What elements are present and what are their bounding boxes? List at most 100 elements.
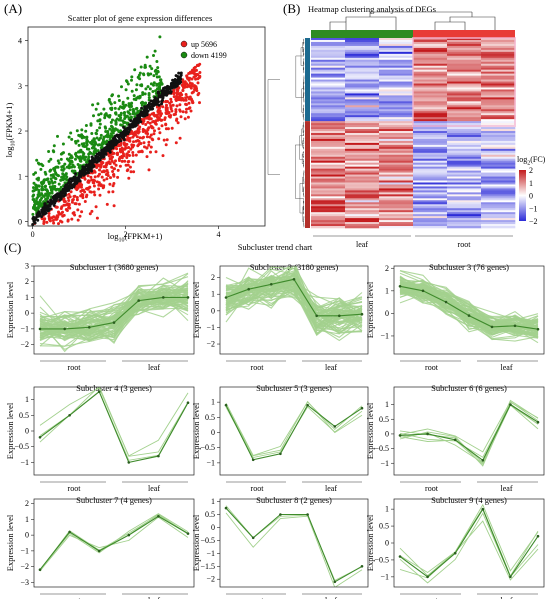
heatmap-cell [413,144,448,148]
scatter-y-label: log10(FPKM+1) [4,102,17,157]
scatter-point-down [123,120,126,124]
heatmap-cell [447,212,482,215]
subcluster-frame [33,386,195,476]
scatter-point-neutral [144,105,148,109]
scatter-point-down [110,94,114,98]
heatmap-cell [413,133,448,136]
heatmap-cell [447,194,482,197]
scatter-point-up [193,88,197,92]
heatmap-cell [311,63,346,67]
subcluster-y-tick-label: −2 [206,340,215,349]
heatmap-cell [345,75,380,78]
scatter-point-up [187,107,191,110]
heatmap-cell [447,136,482,140]
subcluster-y-tick-label: 1 [385,505,389,514]
scatter-point-up [164,122,168,126]
scatter-point-up [59,207,63,210]
scatter-point-neutral [103,150,107,154]
heatmap-cell [447,43,482,47]
heatmap-cell [447,119,482,122]
scatter-point-neutral [65,189,69,193]
scatter-point-up [96,174,100,178]
scatter-point-up [145,155,149,159]
heatmap-cell [447,57,482,61]
subcluster-y-tick-label: −2 [20,562,29,571]
scatter-point-down [61,142,65,146]
scatter-point-neutral [176,75,180,78]
scatter-point-up [169,100,173,104]
scatter-point-down [31,189,35,193]
scatter-point-down [37,184,40,188]
subcluster-title: Subcluster 5 (3 genes) [256,383,332,393]
heatmap-cell [413,119,448,122]
scatter-point-down [110,124,113,128]
heatmap-cell [481,176,516,179]
scatter-point-down [141,101,145,105]
scatter-point-up [147,117,151,121]
scatter-point-up [188,70,192,74]
heatmap-cell [311,105,346,108]
heatmap-cell [345,93,380,96]
scatter-point-neutral [126,132,130,136]
scatter-point-neutral [168,90,172,94]
heatmap-cell [379,121,414,124]
heatmap-cell [481,194,516,197]
scatter-point-down [140,103,144,107]
heatmap-cell [379,166,414,169]
scatter-point-down [141,91,145,95]
scatter-point-up [135,135,139,139]
heatmap-cell [311,41,346,45]
scatter-point-up [47,216,51,220]
heatmap-cell [481,172,516,175]
scatter-point-up [76,208,80,212]
heatmap-cell [345,188,380,191]
subcluster-mean-point [247,287,250,291]
scatter-point-down [75,129,79,133]
heatmap-cell [345,111,380,114]
heatmap-cell [481,127,516,130]
heatmap-cell [345,107,380,110]
heatmap-highlight-band [412,37,516,127]
subcluster-title: Subcluster 8 (2 genes) [256,495,332,505]
heatmap-cell [379,158,414,162]
scatter-point-neutral [153,96,157,100]
heatmap-cell [379,53,414,57]
subcluster-title: Subcluster 2 (3180 genes) [250,262,339,272]
heatmap-cell [379,49,414,53]
subcluster-y-tick-label: 0 [385,309,389,318]
scatter-point-up [116,168,120,172]
heatmap-cell [311,85,346,88]
heatmap-cell [413,113,448,116]
scatter-point-down [102,107,106,111]
scatter-point-neutral [99,156,102,160]
panel-label-a: (A) [4,1,22,16]
heatmap-cell [311,212,346,215]
scatter-point-up [92,190,96,194]
scatter-point-down [72,165,76,169]
scatter-point-neutral [138,112,142,116]
scatter-point-up [174,97,178,101]
scatter-point-down [60,168,64,172]
heatmap-cell [311,202,346,205]
scatter-point-neutral [58,198,62,202]
heatmap-cell [311,99,346,102]
heatmap-cell [413,176,448,179]
heatmap-group-labels: leaf root [313,235,513,249]
heatmap-cell [481,136,516,140]
scatter-point-down [85,160,88,164]
scatter-point-down [43,170,47,174]
scatter-point-down [138,94,142,98]
scatter-point-down [48,181,51,185]
heatmap-cell [311,206,346,209]
scatter-point-neutral [94,154,98,158]
subcluster-panel: Subcluster 3 (76 genes) −1 0 1 2 Expression l… [365,262,545,372]
scatter-point-down [91,140,95,144]
scatter-point-down [76,139,80,143]
subcluster-mean-line [399,507,539,578]
subcluster-mean-point [224,403,228,407]
heatmap-cell [413,131,448,134]
heatmap-cell [481,65,516,68]
heatmap-cell [413,168,448,171]
scatter-point-down [126,82,130,86]
heatmap-cell [311,97,346,100]
